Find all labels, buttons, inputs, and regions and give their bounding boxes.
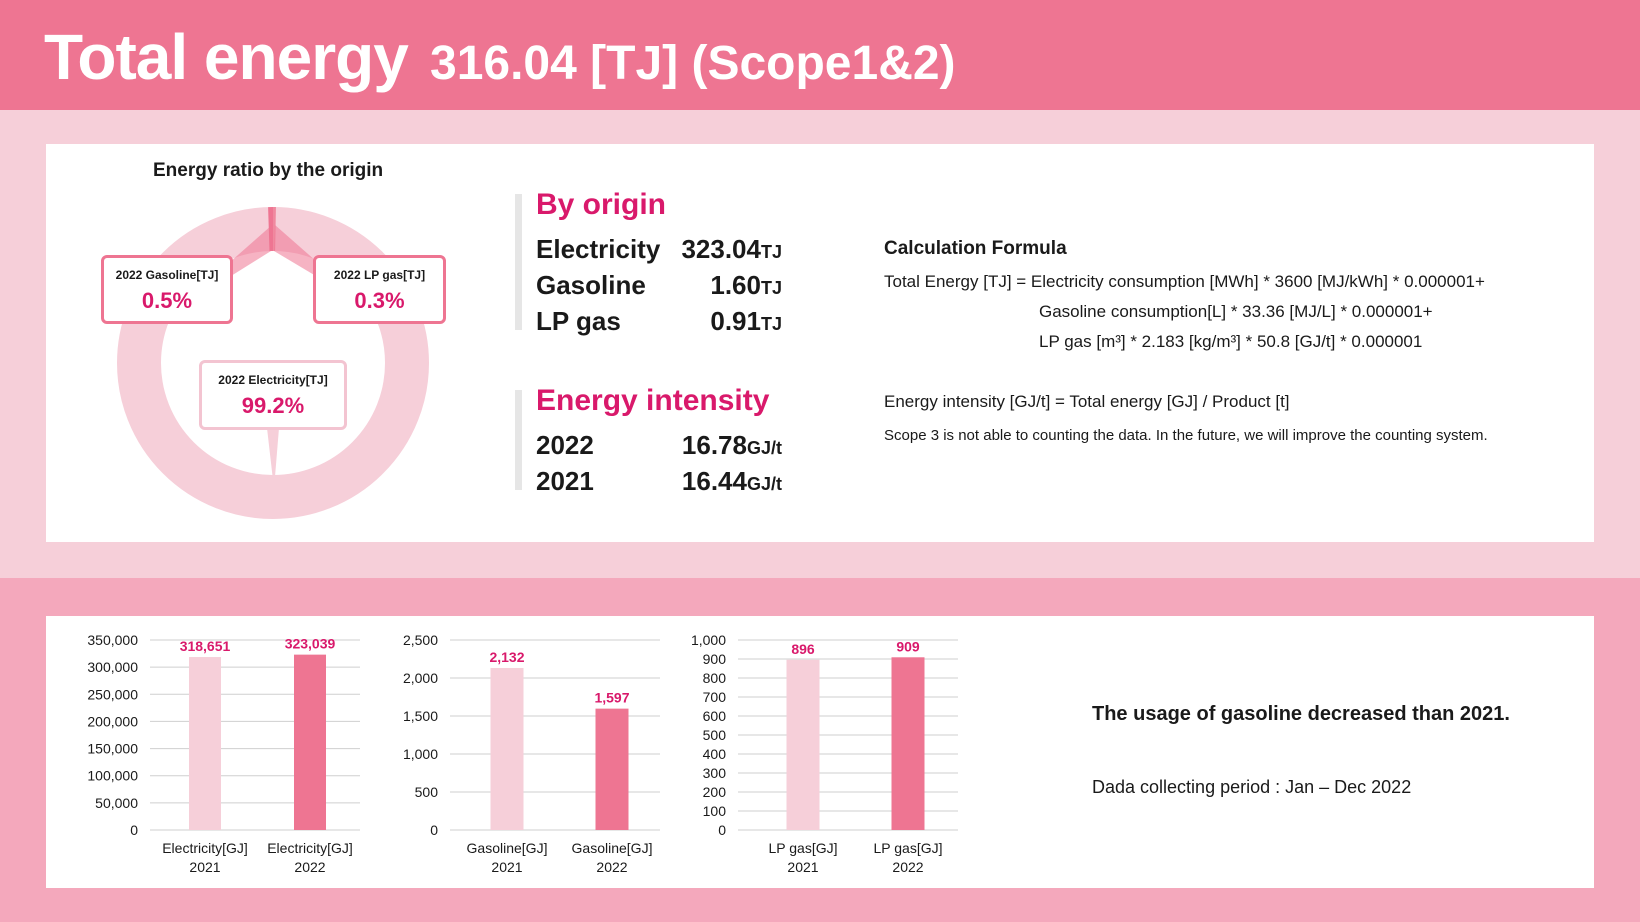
x-tick-label: Gasoline[GJ]: [467, 840, 548, 856]
y-tick-label: 50,000: [95, 795, 138, 811]
x-tick-label: 2021: [491, 859, 522, 875]
intensity-title: Energy intensity: [536, 384, 770, 417]
callout-lpgas: 2022 LP gas[TJ] 0.3%: [313, 255, 446, 324]
bar: [189, 657, 221, 830]
y-tick-label: 600: [703, 708, 727, 724]
y-tick-label: 900: [703, 651, 727, 667]
by-origin-title: By origin: [536, 188, 667, 221]
y-tick-label: 250,000: [87, 686, 138, 702]
collection-period: Dada collecting period : Jan – Dec 2022: [1092, 777, 1412, 797]
origin-label: Gasoline: [536, 270, 646, 300]
intensity-value: 16.78GJ/t: [681, 430, 782, 460]
callout-gasoline: 2022 Gasoline[TJ] 0.5%: [101, 255, 233, 324]
gasoline-chart: 0 500 1,000 1,500 2,000 2,500 2,132 Gasoline[GJ…: [403, 632, 660, 875]
x-tick-label: 2021: [189, 859, 220, 875]
bar-value-label: 896: [791, 641, 815, 657]
x-tick-label: LP gas[GJ]: [768, 840, 837, 856]
y-tick-label: 350,000: [87, 632, 138, 648]
y-tick-label: 400: [703, 746, 727, 762]
page-title: Total energy: [44, 21, 409, 93]
formula-line: Gasoline consumption[L] * 33.36 [MJ/L] *…: [1039, 302, 1433, 321]
callout-electricity: 2022 Electricity[TJ] 99.2%: [199, 360, 347, 430]
callout-value: 0.3%: [354, 288, 405, 313]
y-tick-label: 150,000: [87, 741, 138, 757]
callout-label: 2022 LP gas[TJ]: [333, 268, 426, 282]
callout-label: 2022 Electricity[TJ]: [218, 373, 328, 387]
intensity-year: 2022: [536, 430, 594, 460]
section-divider: [515, 390, 522, 490]
x-tick-label: 2022: [294, 859, 325, 875]
y-tick-label: 2,500: [403, 632, 438, 648]
bar: [595, 708, 629, 830]
origin-value: 1.60TJ: [710, 270, 782, 300]
bar: [294, 654, 326, 830]
origin-value: 323.04TJ: [681, 234, 782, 264]
y-tick-label: 0: [718, 822, 726, 838]
x-tick-label: Gasoline[GJ]: [572, 840, 653, 856]
formula-line: Total Energy [TJ] = Electricity consumpt…: [884, 272, 1485, 291]
callout-label: 2022 Gasoline[TJ]: [115, 268, 219, 282]
scope3-note: Scope 3 is not able to counting the data…: [884, 427, 1488, 444]
x-tick-label: 2021: [787, 859, 818, 875]
y-tick-label: 700: [703, 689, 727, 705]
intensity-formula: Energy intensity [GJ/t] = Total energy […: [884, 392, 1290, 411]
leader-electricity: [267, 428, 279, 489]
y-tick-label: 1,500: [403, 708, 438, 724]
y-tick-label: 300: [703, 765, 727, 781]
page-header: Total energy 316.04 [TJ] (Scope1&2): [0, 0, 1640, 110]
bar-value-label: 1,597: [594, 690, 629, 706]
formula-title: Calculation Formula: [884, 238, 1067, 259]
page-subtitle: 316.04 [TJ] (Scope1&2): [430, 37, 956, 90]
x-tick-label: Electricity[GJ]: [267, 840, 353, 856]
y-tick-label: 800: [703, 670, 727, 686]
callout-value: 99.2%: [241, 393, 305, 418]
y-tick-label: 1,000: [403, 746, 438, 762]
y-tick-label: 300,000: [87, 659, 138, 675]
y-tick-label: 500: [703, 727, 727, 743]
callout-value: 0.5%: [141, 288, 193, 313]
y-tick-label: 0: [130, 822, 138, 838]
section-divider: [515, 194, 522, 330]
bar-value-label: 318,651: [180, 638, 231, 654]
electricity-chart: 0 50,000 100,000 150,000 200,000 250,000 300,0…: [87, 632, 360, 875]
y-tick-label: 200,000: [87, 713, 138, 729]
gasoline-comment: The usage of gasoline decreased than 202…: [1092, 703, 1510, 725]
y-tick-label: 100: [703, 803, 727, 819]
formula-line: LP gas [m³] * 2.183 [kg/m³] * 50.8 [GJ/t…: [1039, 332, 1423, 351]
bar: [786, 659, 820, 830]
bar: [891, 657, 925, 830]
bar-value-label: 909: [896, 638, 920, 654]
x-tick-label: 2022: [892, 859, 923, 875]
y-tick-label: 200: [703, 784, 727, 800]
y-tick-label: 2,000: [403, 670, 438, 686]
origin-label: Electricity: [536, 234, 661, 264]
origin-value: 0.91TJ: [710, 306, 782, 336]
bar-value-label: 323,039: [285, 636, 336, 652]
intensity-value: 16.44GJ/t: [681, 466, 782, 496]
origin-label: LP gas: [536, 306, 621, 336]
y-tick-label: 1,000: [691, 632, 726, 648]
y-tick-label: 0: [430, 822, 438, 838]
x-tick-label: 2022: [596, 859, 627, 875]
bar-value-label: 2,132: [489, 649, 524, 665]
lpgas-chart: 0 100 200 300 400 500 600 700 800 900 1,000 896 LP g…: [691, 632, 958, 875]
y-tick-label: 500: [415, 784, 439, 800]
x-tick-label: LP gas[GJ]: [873, 840, 942, 856]
intensity-year: 2021: [536, 466, 594, 496]
y-tick-label: 100,000: [87, 768, 138, 784]
bar: [490, 667, 524, 830]
x-tick-label: Electricity[GJ]: [162, 840, 248, 856]
donut-title: Energy ratio by the origin: [153, 160, 384, 181]
